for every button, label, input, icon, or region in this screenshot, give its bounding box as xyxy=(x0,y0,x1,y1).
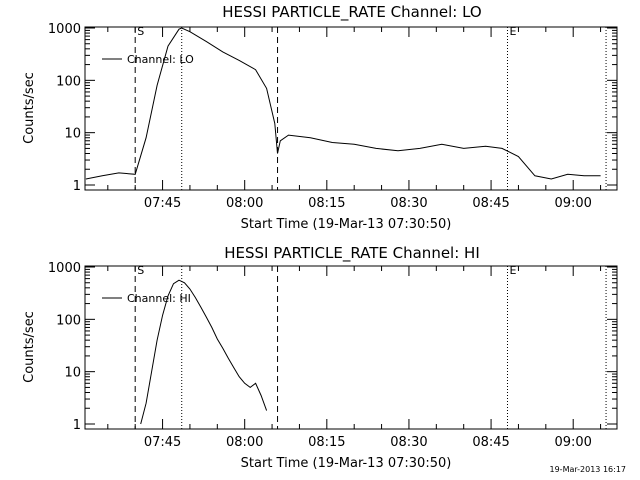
x-tick-label: 08:00 xyxy=(226,435,263,450)
event-marker-label: S xyxy=(137,264,144,277)
x-tick-label: 08:45 xyxy=(472,435,509,450)
x-axis-label: Start Time (19-Mar-13 07:30:50) xyxy=(241,456,452,471)
x-tick-label: 07:45 xyxy=(144,196,181,211)
x-tick-label: 08:30 xyxy=(390,435,427,450)
event-marker-label: E xyxy=(509,25,516,38)
y-tick-label: 1 xyxy=(73,418,81,433)
y-tick-label: 100 xyxy=(56,74,81,89)
x-tick-label: 08:15 xyxy=(308,435,345,450)
y-tick-label: 1 xyxy=(73,179,81,194)
y-tick-label: 1000 xyxy=(48,261,81,276)
chart-title: HESSI PARTICLE_RATE Channel: LO xyxy=(222,3,481,22)
event-marker-label: E xyxy=(509,264,516,277)
x-axis-label: Start Time (19-Mar-13 07:30:50) xyxy=(241,217,452,232)
x-tick-label: 08:15 xyxy=(308,196,345,211)
axis-ticks: 1 10 100 1000 07:45 08:00 08:15 08:30 08:45 09:00 xyxy=(48,261,617,450)
x-tick-label: 07:45 xyxy=(144,435,181,450)
x-tick-label: 08:00 xyxy=(226,196,263,211)
legend-label: Channel: HI xyxy=(127,292,191,305)
plot-frame xyxy=(84,265,618,430)
legend-label: Channel: LO xyxy=(127,53,194,66)
y-tick-label: 10 xyxy=(64,127,81,142)
chart-title: HESSI PARTICLE_RATE Channel: HI xyxy=(224,244,480,263)
chart-panel-lo: HESSI PARTICLE_RATE Channel: LO Counts/s… xyxy=(22,3,618,232)
y-axis-label: Counts/sec xyxy=(22,311,37,383)
series-line-lo xyxy=(85,27,601,180)
x-tick-label: 08:30 xyxy=(390,196,427,211)
y-tick-label: 100 xyxy=(56,313,81,328)
date-stamp: 19-Mar-2013 16:17 xyxy=(549,465,627,474)
y-tick-label: 1000 xyxy=(48,22,81,37)
y-tick-label: 10 xyxy=(64,366,81,381)
y-axis-label: Counts/sec xyxy=(22,72,37,144)
series-line-hi xyxy=(140,279,268,425)
event-marker-label: S xyxy=(137,25,144,38)
x-tick-label: 09:00 xyxy=(554,196,591,211)
axis-ticks: 1 10 100 1000 07:45 08:00 08:15 08:30 08:45 09:00 xyxy=(48,22,617,211)
plot-frame xyxy=(84,26,618,191)
chart-panel-hi: HESSI PARTICLE_RATE Channel: HI Counts/s… xyxy=(22,244,618,471)
x-tick-label: 09:00 xyxy=(554,435,591,450)
x-tick-label: 08:45 xyxy=(472,196,509,211)
